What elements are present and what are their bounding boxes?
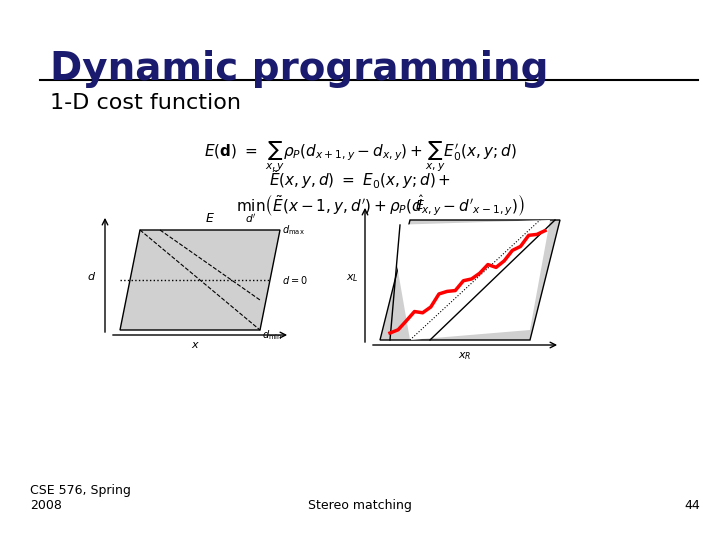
Text: 44: 44 (684, 499, 700, 512)
Text: $E(\mathbf{d})\ =\ \sum_{x,y}\rho_P(d_{x+1,y}-d_{x,y})+\sum_{x,y}E_0'(x,y;d)$: $E(\mathbf{d})\ =\ \sum_{x,y}\rho_P(d_{x… (204, 140, 516, 174)
Text: $\tilde{E}(x,y,d)\ =\ E_0(x,y;d)+$: $\tilde{E}(x,y,d)\ =\ E_0(x,y;d)+$ (269, 168, 451, 191)
Text: $d_{\min}$: $d_{\min}$ (262, 328, 282, 342)
Text: $x_L$: $x_L$ (346, 272, 359, 284)
Text: $x_R$: $x_R$ (458, 350, 472, 362)
Text: $d$: $d$ (87, 270, 96, 282)
Text: $d_{\max}$: $d_{\max}$ (282, 223, 305, 237)
Text: CSE 576, Spring
2008: CSE 576, Spring 2008 (30, 484, 131, 512)
Text: $\min_{d'}\left(\tilde{E}(x-1,y,d')+\rho_P(d_{x,y}-d'_{x-1,y})\right)$: $\min_{d'}\left(\tilde{E}(x-1,y,d')+\rho… (235, 192, 524, 225)
Polygon shape (380, 220, 560, 340)
Text: $E$: $E$ (205, 212, 215, 225)
Polygon shape (120, 230, 280, 330)
Text: Dynamic programming: Dynamic programming (50, 50, 549, 88)
Text: 1-D cost function: 1-D cost function (50, 93, 241, 113)
Text: $x$: $x$ (191, 340, 199, 350)
Text: $d=0$: $d=0$ (282, 274, 307, 286)
Polygon shape (390, 220, 550, 340)
Text: $\hat{E}$: $\hat{E}$ (415, 195, 425, 213)
Text: Stereo matching: Stereo matching (308, 499, 412, 512)
